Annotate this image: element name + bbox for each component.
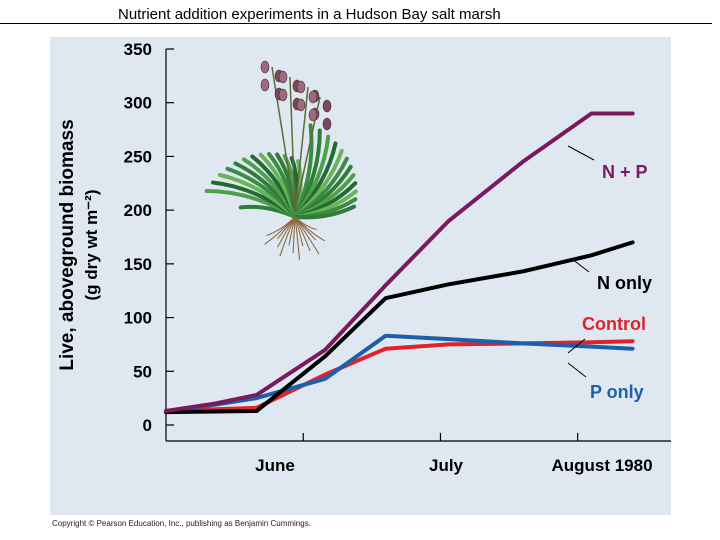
- y-tick-label: 100: [124, 309, 152, 328]
- y-tick-label: 350: [124, 40, 152, 59]
- x-tick-label: July: [429, 456, 464, 475]
- slide-title: Nutrient addition experiments in a Hudso…: [118, 6, 501, 23]
- series-leader-line: [567, 362, 587, 378]
- plant-leaf: [293, 204, 357, 220]
- series-label: Control: [582, 314, 646, 334]
- plant-stem: [294, 86, 309, 213]
- plant-flower: [296, 98, 306, 112]
- x-tick-label: August 1980: [551, 456, 652, 475]
- y-axis-label-line1: Live, aboveground biomass: [57, 119, 78, 370]
- plant-flower: [322, 99, 332, 113]
- series-label: P only: [590, 382, 644, 402]
- figure-panel: 0 50 100 150 200 250 300 350 June July August 1980…: [50, 37, 671, 515]
- plant-flower: [278, 70, 288, 84]
- series-label: N + P: [602, 162, 648, 182]
- y-tick-label: 0: [143, 416, 152, 435]
- x-tick-label: June: [255, 456, 295, 475]
- plant-stem: [289, 76, 296, 213]
- y-tick-label: 300: [124, 94, 152, 113]
- series-labels: N + P N only Control P only: [567, 145, 652, 402]
- plant-root: [266, 216, 296, 237]
- series-label: N only: [597, 273, 652, 293]
- plant-flower: [260, 60, 270, 74]
- copyright-notice: Copyright © Pearson Education, Inc., pub…: [52, 519, 311, 528]
- series-lines: [164, 111, 635, 415]
- plant-flower: [308, 108, 318, 122]
- plant-flower: [308, 90, 318, 104]
- y-tick-label: 150: [124, 255, 152, 274]
- y-tick-label: 50: [133, 362, 152, 381]
- series-leader-line: [567, 145, 595, 161]
- y-axis-label-line2: (g dry wt m⁻²): [82, 190, 101, 301]
- axes: 0 50 100 150 200 250 300 350 June July August 1980: [124, 40, 671, 475]
- plant-flower: [296, 80, 306, 94]
- biomass-line-chart: 0 50 100 150 200 250 300 350 June July August 1980…: [57, 40, 671, 475]
- y-tick-label: 250: [124, 147, 152, 166]
- series-line: [164, 111, 635, 413]
- y-tick-label: 200: [124, 201, 152, 220]
- plant-flower: [260, 78, 270, 92]
- series-line: [164, 240, 635, 415]
- series-leader-line: [567, 338, 586, 354]
- plant-flower: [278, 88, 288, 102]
- title-rule: [0, 23, 712, 24]
- salt-marsh-plant-illustration: [204, 60, 358, 260]
- series-leader-line: [571, 258, 590, 273]
- plant-flower: [322, 117, 332, 131]
